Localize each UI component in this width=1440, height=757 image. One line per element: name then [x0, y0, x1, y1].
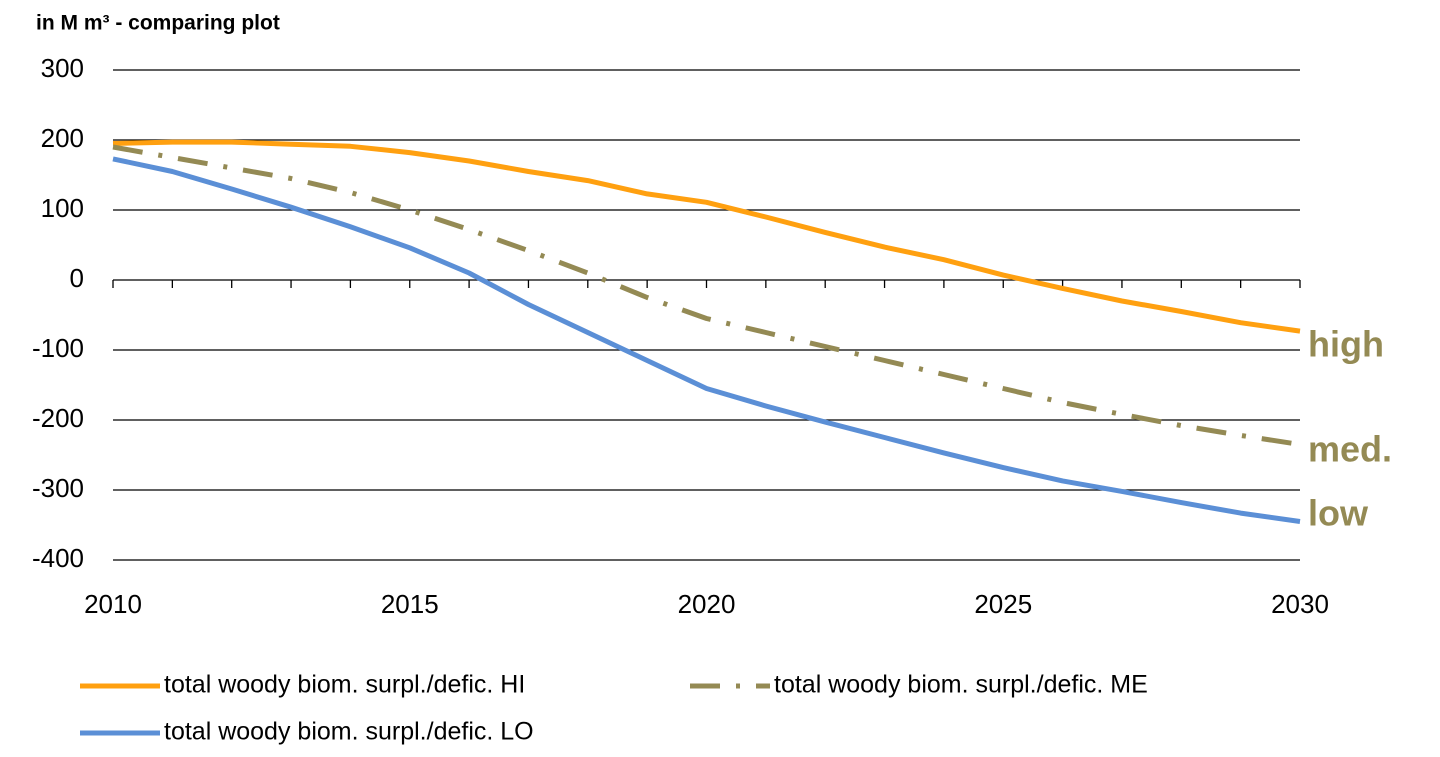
- y-tick-label: -100: [32, 333, 84, 363]
- annotation: high: [1308, 324, 1384, 365]
- y-tick-label: -300: [32, 473, 84, 503]
- x-tick-label: 2010: [84, 589, 142, 619]
- x-tick-label: 2015: [381, 589, 439, 619]
- series-line: [112, 139, 1301, 334]
- y-tick-label: -400: [32, 543, 84, 573]
- x-tick-label: 2030: [1271, 589, 1329, 619]
- y-tick-label: 0: [70, 263, 84, 293]
- legend-label: total woody biom. surpl./defic. LO: [164, 718, 534, 746]
- y-tick-label: 300: [41, 53, 84, 83]
- series-line: [112, 144, 1301, 447]
- chart-title: in M m³ - comparing plot: [36, 12, 280, 35]
- y-tick-label: 200: [41, 123, 84, 153]
- y-tick-label: -200: [32, 403, 84, 433]
- annotation: med.: [1308, 429, 1392, 470]
- y-tick-label: 100: [41, 193, 84, 223]
- legend-label: total woody biom. surpl./defic. ME: [774, 671, 1148, 699]
- annotation: low: [1308, 493, 1369, 534]
- legend-label: total woody biom. surpl./defic. HI: [164, 671, 525, 699]
- x-tick-label: 2025: [974, 589, 1032, 619]
- x-tick-label: 2020: [678, 589, 736, 619]
- series-line: [112, 156, 1301, 524]
